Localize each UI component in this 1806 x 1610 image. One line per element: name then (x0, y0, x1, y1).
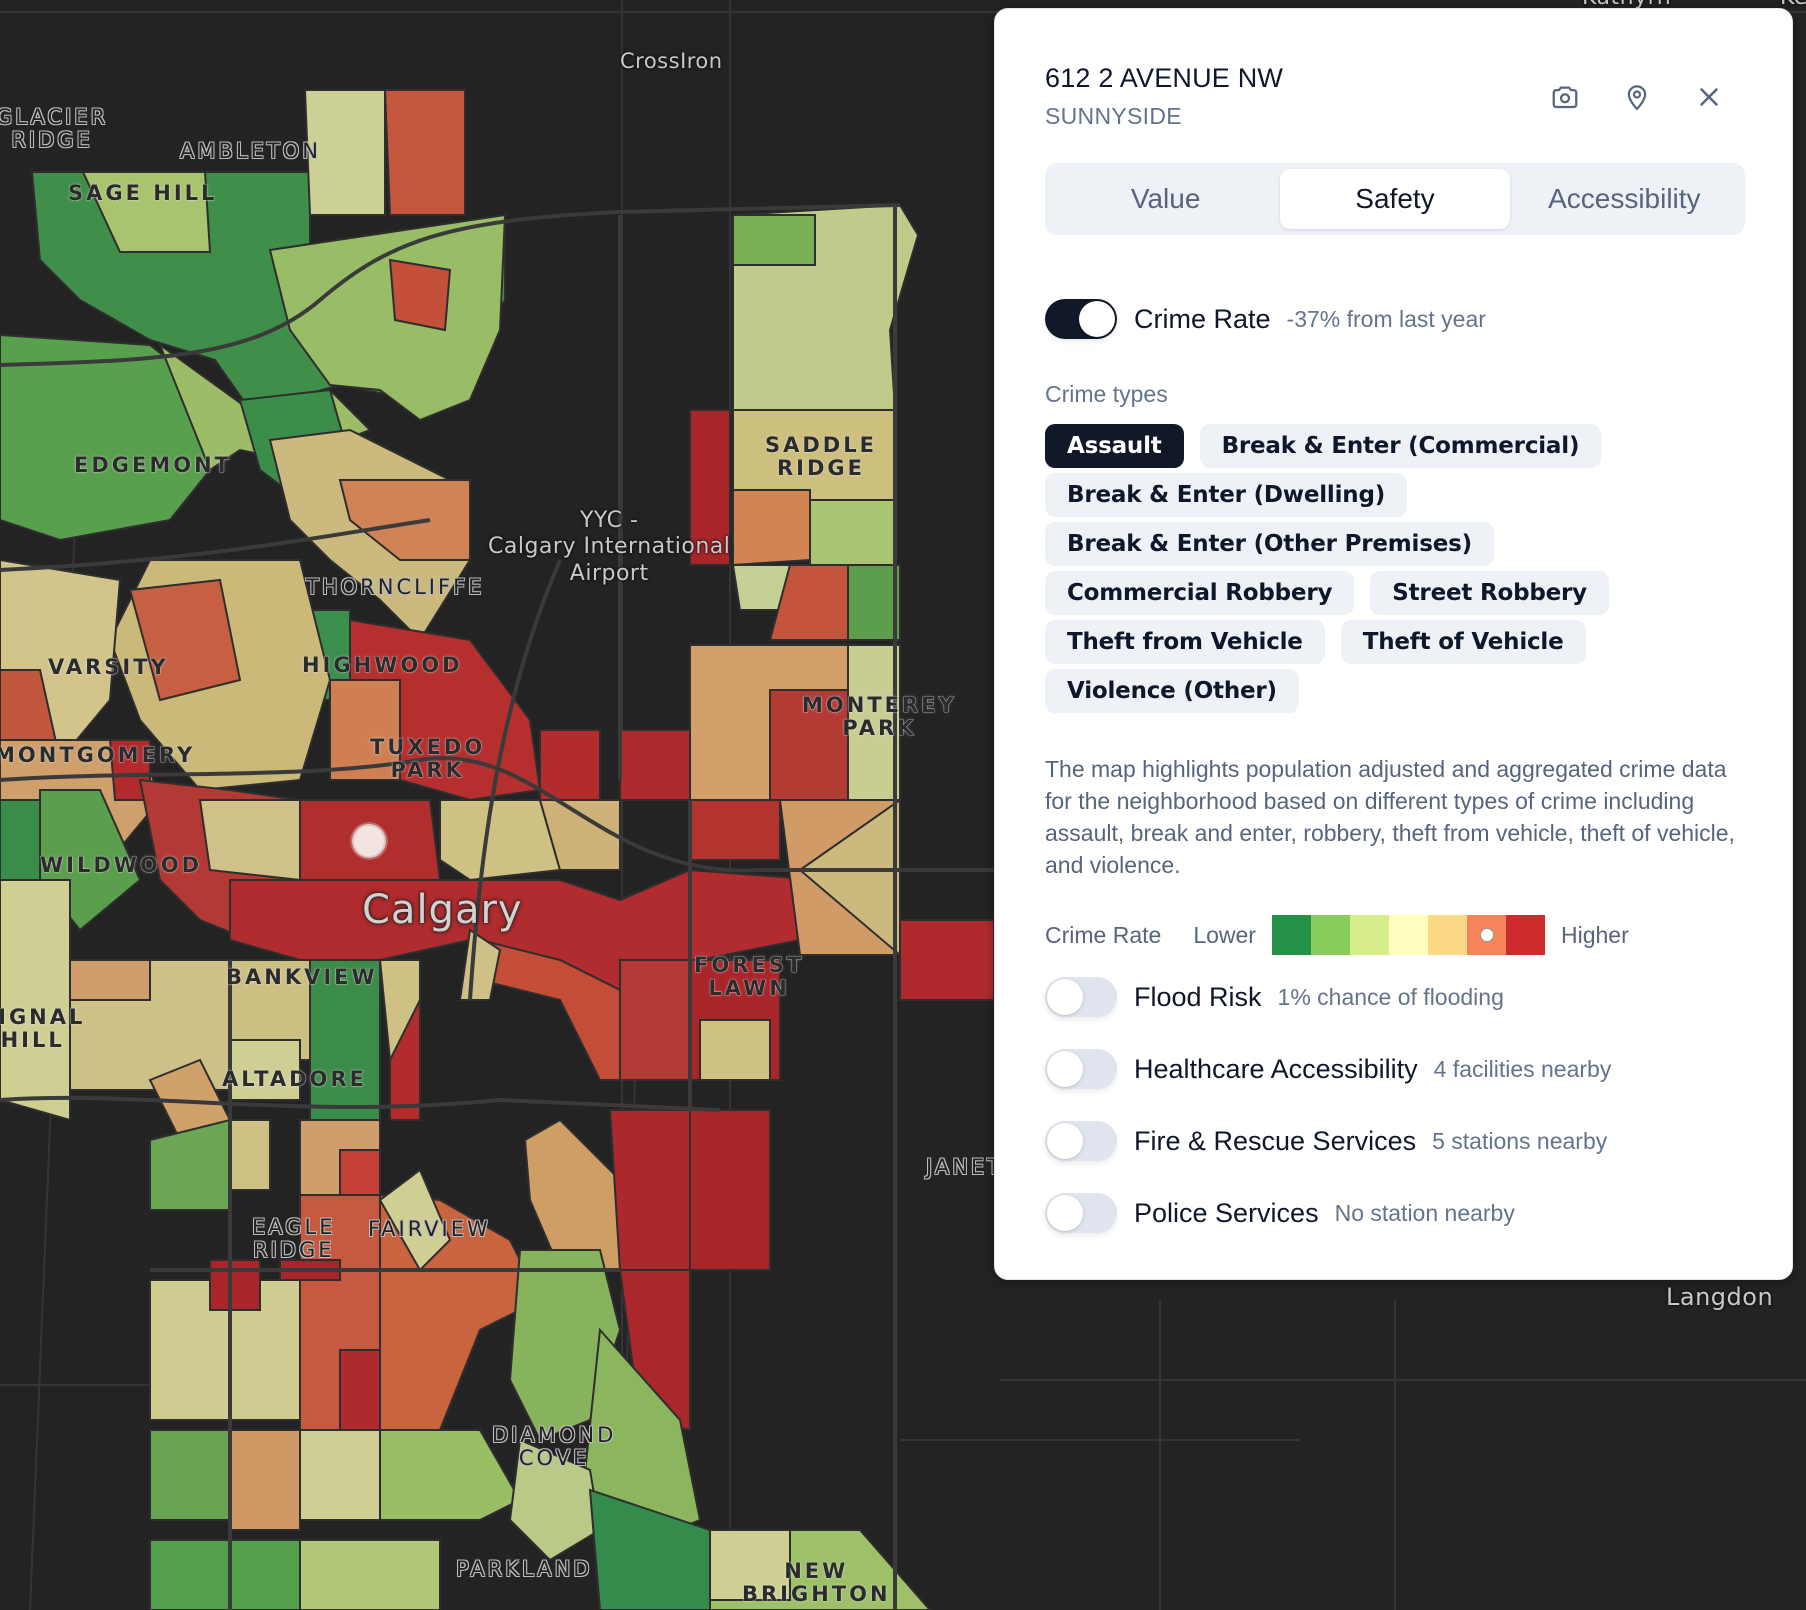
legend-swatch (1505, 915, 1545, 955)
map-label-montgomery: MONTGOMERY (0, 743, 196, 767)
chip-break-enter-commercial[interactable]: Break & Enter (Commercial) (1199, 424, 1602, 468)
map-label-varsity: VARSITY (48, 655, 169, 679)
chip-theft-of-vehicle[interactable]: Theft of Vehicle (1340, 620, 1586, 664)
map-pin-icon (1627, 85, 1647, 110)
police-toggle[interactable] (1045, 1193, 1117, 1233)
healthcare-layer-row: Healthcare Accessibility 4 facilities ne… (1045, 1049, 1611, 1089)
healthcare-toggle[interactable] (1045, 1049, 1117, 1089)
crime-type-filter-chips: Assault Break & Enter (Commercial) Break… (1045, 424, 1765, 713)
map-label-langdon: Langdon (1666, 1283, 1774, 1311)
crime-rate-label: Crime Rate (1134, 303, 1271, 334)
chip-break-enter-dwelling[interactable]: Break & Enter (Dwelling) (1045, 473, 1408, 517)
flood-risk-toggle[interactable] (1045, 977, 1117, 1017)
legend-low-label: Lower (1193, 921, 1256, 948)
crime-rate-change: -37% from last year (1286, 305, 1486, 332)
police-layer-row: Police Services No station nearby (1045, 1193, 1515, 1233)
toggle-knob (1047, 1123, 1083, 1159)
property-details-panel: 612 2 AVENUE NW SUNNYSIDE Value Safety A… (994, 8, 1793, 1280)
map-label-tuxedo-park: TUXEDO PARK (370, 735, 486, 783)
neighborhood-name: SUNNYSIDE (1045, 103, 1182, 129)
map-label-new-brighton: NEW BRIGHTON (742, 1559, 891, 1607)
map-label-saddle-ridge: SADDLE RIDGE (765, 433, 877, 481)
selected-location-marker[interactable] (352, 824, 386, 858)
map-label-monterey-park: MONTEREY PARK (802, 693, 957, 741)
map-label-highwood: HIGHWOOD (302, 653, 463, 677)
map-label-sage-hill: SAGE HILL (68, 181, 218, 205)
chip-assault[interactable]: Assault (1045, 424, 1184, 468)
map-label-forest-lawn: FOREST LAWN (694, 953, 805, 1001)
flood-risk-label: Flood Risk (1134, 981, 1262, 1012)
toggle-knob (1047, 1195, 1083, 1231)
flood-risk-layer-row: Flood Risk 1% chance of flooding (1045, 977, 1504, 1017)
legend-swatch (1427, 915, 1467, 955)
legend-swatch-current (1466, 915, 1506, 955)
fire-rescue-layer-row: Fire & Rescue Services 5 stations nearby (1045, 1121, 1607, 1161)
chip-street-robbery[interactable]: Street Robbery (1370, 571, 1609, 615)
toggle-knob (1079, 301, 1115, 337)
legend-swatch (1388, 915, 1428, 955)
legend-swatch (1349, 915, 1389, 955)
fire-rescue-meta: 5 stations nearby (1432, 1127, 1608, 1154)
map-label-signal-hill: SIGNAL HILL (0, 1005, 86, 1053)
locate-on-map-button[interactable] (1619, 79, 1655, 115)
close-panel-button[interactable] (1691, 79, 1727, 115)
map-label-thorncliffe: THORNCLIFFE (306, 575, 485, 599)
map-label-ambleton: AMBLETON (180, 139, 321, 163)
camera-icon (1552, 86, 1578, 109)
map-label-kathyrn: Kathyrn (1582, 0, 1671, 10)
fire-rescue-toggle[interactable] (1045, 1121, 1117, 1161)
crime-rate-toggle[interactable] (1045, 299, 1117, 339)
map-label-ke: Ke (1780, 0, 1806, 10)
tab-accessibility[interactable]: Accessibility (1548, 183, 1701, 214)
map-label-edgemont: EDGEMONT (74, 453, 233, 477)
toggle-knob (1047, 1051, 1083, 1087)
tab-safety[interactable]: Safety (1280, 169, 1510, 229)
map-label-eagle-ridge: EAGLE RIDGE (252, 1215, 336, 1263)
map-label-glacier-ridge: GLACIER RIDGE (0, 105, 109, 153)
police-meta: No station nearby (1334, 1199, 1515, 1226)
crime-rate-legend: Crime Rate Lower Higher (1045, 915, 1629, 955)
chip-violence-other[interactable]: Violence (Other) (1045, 669, 1299, 713)
map-label-diamond-cove: DIAMOND COVE (492, 1423, 617, 1471)
crime-rate-layer-row: Crime Rate -37% from last year (1045, 299, 1486, 339)
map-label-yyc-airport: YYC - Calgary International Airport (488, 508, 731, 586)
flood-risk-meta: 1% chance of flooding (1277, 983, 1504, 1010)
map-label-wildwood: WILDWOOD (40, 853, 203, 877)
police-label: Police Services (1134, 1197, 1319, 1228)
chip-commercial-robbery[interactable]: Commercial Robbery (1045, 571, 1355, 615)
panel-tabs: Value Safety Accessibility (1045, 163, 1745, 235)
legend-title: Crime Rate (1045, 921, 1162, 948)
crime-types-heading: Crime types (1045, 381, 1168, 407)
chip-break-enter-other-premises[interactable]: Break & Enter (Other Premises) (1045, 522, 1494, 566)
map-label-parkland: PARKLAND (456, 1557, 593, 1581)
legend-swatch (1310, 915, 1350, 955)
close-icon (1700, 88, 1718, 106)
legend-swatch (1271, 915, 1311, 955)
current-level-indicator (1479, 928, 1494, 942)
fire-rescue-label: Fire & Rescue Services (1134, 1125, 1417, 1156)
map-label-fairview: FAIRVIEW (368, 1217, 491, 1241)
healthcare-meta: 4 facilities nearby (1433, 1055, 1612, 1082)
map-label-altadore: ALTADORE (222, 1067, 367, 1091)
map-label-bankview: BANKVIEW (226, 965, 378, 989)
tab-value[interactable]: Value (1130, 183, 1201, 214)
toggle-knob (1047, 979, 1083, 1015)
legend-high-label: Higher (1560, 921, 1629, 948)
map-label-janet: JANET (926, 1155, 1003, 1179)
map-label-calgary: Calgary (362, 887, 523, 933)
legend-color-scale (1271, 915, 1545, 955)
chip-theft-from-vehicle[interactable]: Theft from Vehicle (1045, 620, 1325, 664)
map-label-crossiron: CrossIron (620, 49, 723, 73)
camera-button[interactable] (1547, 79, 1583, 115)
address-title: 612 2 AVENUE NW (1045, 63, 1284, 93)
healthcare-label: Healthcare Accessibility (1134, 1053, 1418, 1084)
crime-data-description: The map highlights population adjusted a… (1045, 756, 1735, 878)
